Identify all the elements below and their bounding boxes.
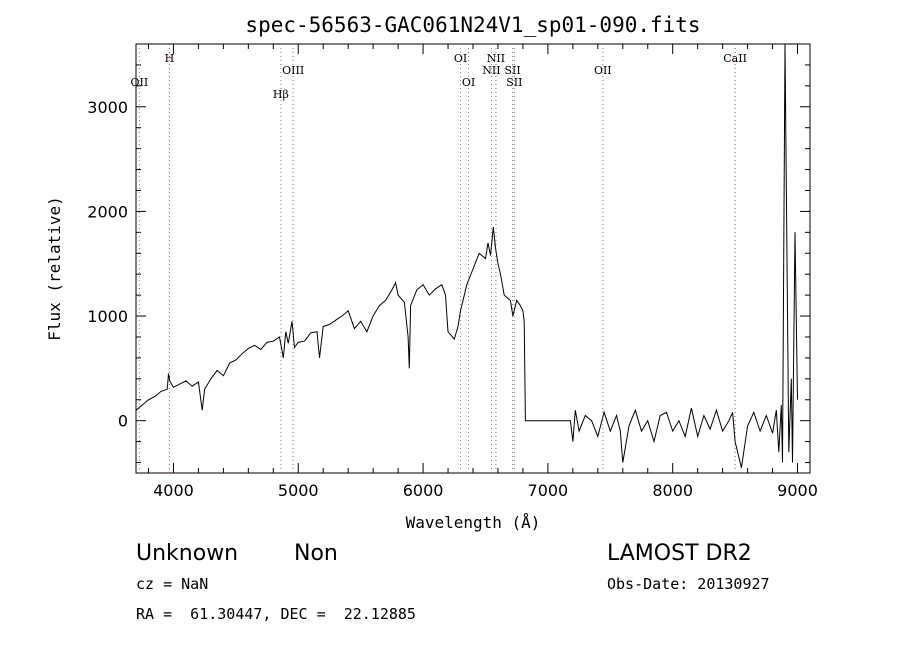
spectrum-series-line — [135, 43, 798, 468]
coordinates-label: RA = 61.30447, DEC = 22.12885 — [136, 605, 416, 623]
x-tick-label: 6000 — [403, 481, 444, 500]
y-tick-label: 1000 — [87, 307, 128, 326]
spectral-line-label: OII — [594, 64, 612, 77]
subclass-label: Non — [294, 541, 338, 566]
y-tick-label: 2000 — [87, 202, 128, 221]
spectral-line-label: OII — [131, 76, 149, 89]
x-axis-label: Wavelength (Å) — [406, 513, 541, 532]
y-axis-label: Flux (relative) — [45, 196, 64, 341]
obs-date-label: Obs-Date: 20130927 — [607, 575, 770, 593]
spectral-line-label: NII — [487, 52, 505, 65]
y-tick-label: 0 — [118, 412, 128, 431]
x-tick-label: 4000 — [153, 481, 194, 500]
spectral-line-label: OI — [462, 76, 475, 89]
y-tick-label: 3000 — [87, 98, 128, 117]
survey-label: LAMOST DR2 — [607, 541, 752, 566]
x-tick-label: 9000 — [777, 481, 818, 500]
spectral-line-label: CaII — [723, 52, 747, 65]
spectral-line-label: SII — [506, 76, 522, 89]
classification-label: Unknown — [136, 541, 239, 566]
spectral-line-label: NII — [482, 64, 500, 77]
x-tick-label: 8000 — [652, 481, 693, 500]
spectral-line-label: H — [165, 52, 175, 65]
spectral-line-label: OIII — [282, 64, 304, 77]
x-tick-label: 7000 — [528, 481, 569, 500]
spectral-line-label: Hβ — [273, 88, 289, 101]
x-tick-label: 5000 — [278, 481, 319, 500]
plot-frame — [135, 43, 811, 474]
spectral-line-label: SII — [504, 64, 520, 77]
spectral-line-label: OI — [454, 52, 467, 65]
redshift-label: cz = NaN — [136, 575, 209, 593]
chart-title: spec-56563-GAC061N24V1_sp01-090.fits — [245, 13, 700, 37]
